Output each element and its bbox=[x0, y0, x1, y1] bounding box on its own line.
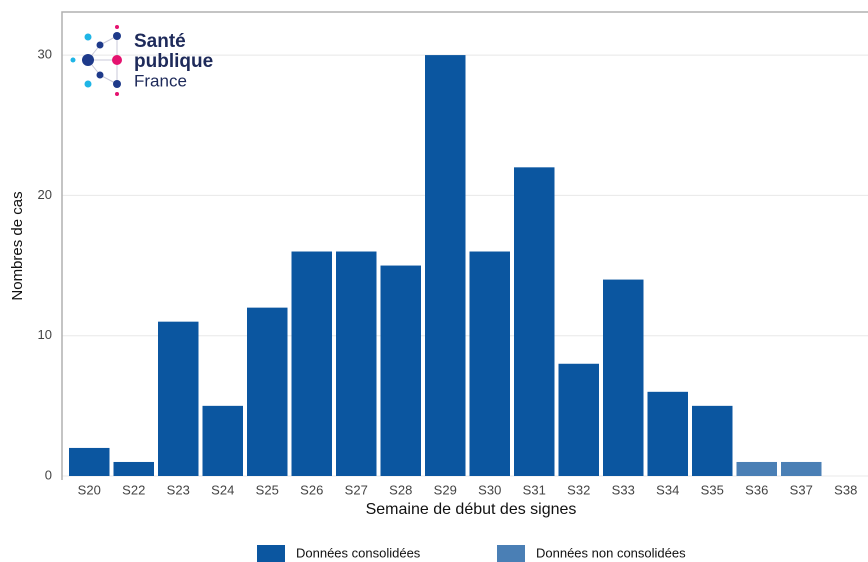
x-tick-label: S27 bbox=[345, 482, 368, 497]
x-tick-label: S24 bbox=[211, 482, 234, 497]
logo-text: publique bbox=[134, 51, 213, 72]
y-tick-label: 30 bbox=[38, 47, 52, 62]
bar bbox=[558, 363, 599, 476]
y-tick-label: 0 bbox=[45, 467, 52, 482]
x-tick-label: S37 bbox=[790, 482, 813, 497]
x-tick-label: S33 bbox=[612, 482, 635, 497]
plot-frame bbox=[61, 11, 868, 480]
x-tick-label: S28 bbox=[389, 482, 412, 497]
x-tick-label: S35 bbox=[701, 482, 724, 497]
bar bbox=[158, 321, 199, 476]
x-tick-label: S34 bbox=[656, 482, 679, 497]
x-tick-label: S32 bbox=[567, 482, 590, 497]
bar bbox=[202, 405, 243, 476]
bar bbox=[781, 461, 822, 476]
bar bbox=[69, 447, 110, 476]
legend-label: Données non consolidées bbox=[536, 545, 686, 560]
bar bbox=[425, 55, 466, 476]
logo: Santé publique France bbox=[70, 25, 213, 96]
x-tick-label: S31 bbox=[523, 482, 546, 497]
bar bbox=[736, 461, 777, 476]
x-tick-label: S25 bbox=[256, 482, 279, 497]
legend-label: Données consolidées bbox=[296, 545, 421, 560]
bar bbox=[336, 251, 377, 476]
y-axis-label: Nombres de cas bbox=[9, 191, 26, 300]
x-tick-label: S23 bbox=[167, 482, 190, 497]
y-tick-label: 20 bbox=[38, 187, 52, 202]
x-tick-label: S30 bbox=[478, 482, 501, 497]
x-tick-label: S20 bbox=[78, 482, 101, 497]
legend-swatch bbox=[497, 545, 525, 562]
y-tick-label: 10 bbox=[38, 327, 52, 342]
bar bbox=[247, 307, 288, 476]
x-tick-label: S26 bbox=[300, 482, 323, 497]
bar bbox=[380, 265, 421, 476]
x-axis-label: Semaine de début des signes bbox=[366, 501, 577, 518]
logo-text: France bbox=[134, 71, 187, 90]
bar bbox=[113, 461, 154, 476]
bar bbox=[692, 405, 733, 476]
x-tick-label: S36 bbox=[745, 482, 768, 497]
legend-swatch bbox=[257, 545, 285, 562]
bar bbox=[291, 251, 332, 476]
bar bbox=[514, 167, 555, 477]
logo-text: Santé bbox=[134, 31, 186, 52]
x-tick-label: S38 bbox=[834, 482, 857, 497]
bar bbox=[603, 279, 644, 476]
bar bbox=[469, 251, 510, 476]
bar bbox=[647, 391, 688, 476]
x-tick-label: S22 bbox=[122, 482, 145, 497]
x-tick-label: S29 bbox=[434, 482, 457, 497]
